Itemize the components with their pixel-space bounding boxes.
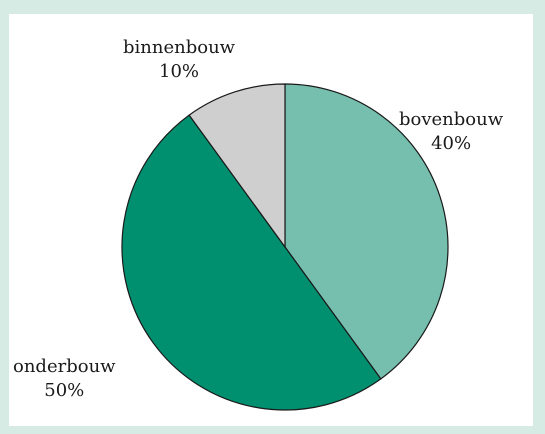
slice-name: binnenbouw xyxy=(123,37,236,58)
pie-chart xyxy=(121,83,449,411)
slice-name: bovenbouw xyxy=(399,109,504,130)
slice-label-binnenbouw: binnenbouw 10% xyxy=(123,36,235,84)
pie-slice-binnenbouw xyxy=(188,83,286,249)
slice-label-bovenbouw: bovenbouw 40% xyxy=(399,108,503,156)
slice-percent: 40% xyxy=(431,133,472,154)
chart-panel: bovenbouw 40% onderbouw 50% binnenbouw 1… xyxy=(9,14,533,426)
pie-slice-onderbouw xyxy=(121,114,382,411)
slice-percent: 10% xyxy=(159,61,200,82)
slice-name: onderbouw xyxy=(13,356,116,377)
slice-label-onderbouw: onderbouw 50% xyxy=(13,355,116,403)
slice-percent: 50% xyxy=(44,380,85,401)
pie-slice-bovenbouw xyxy=(284,83,449,380)
